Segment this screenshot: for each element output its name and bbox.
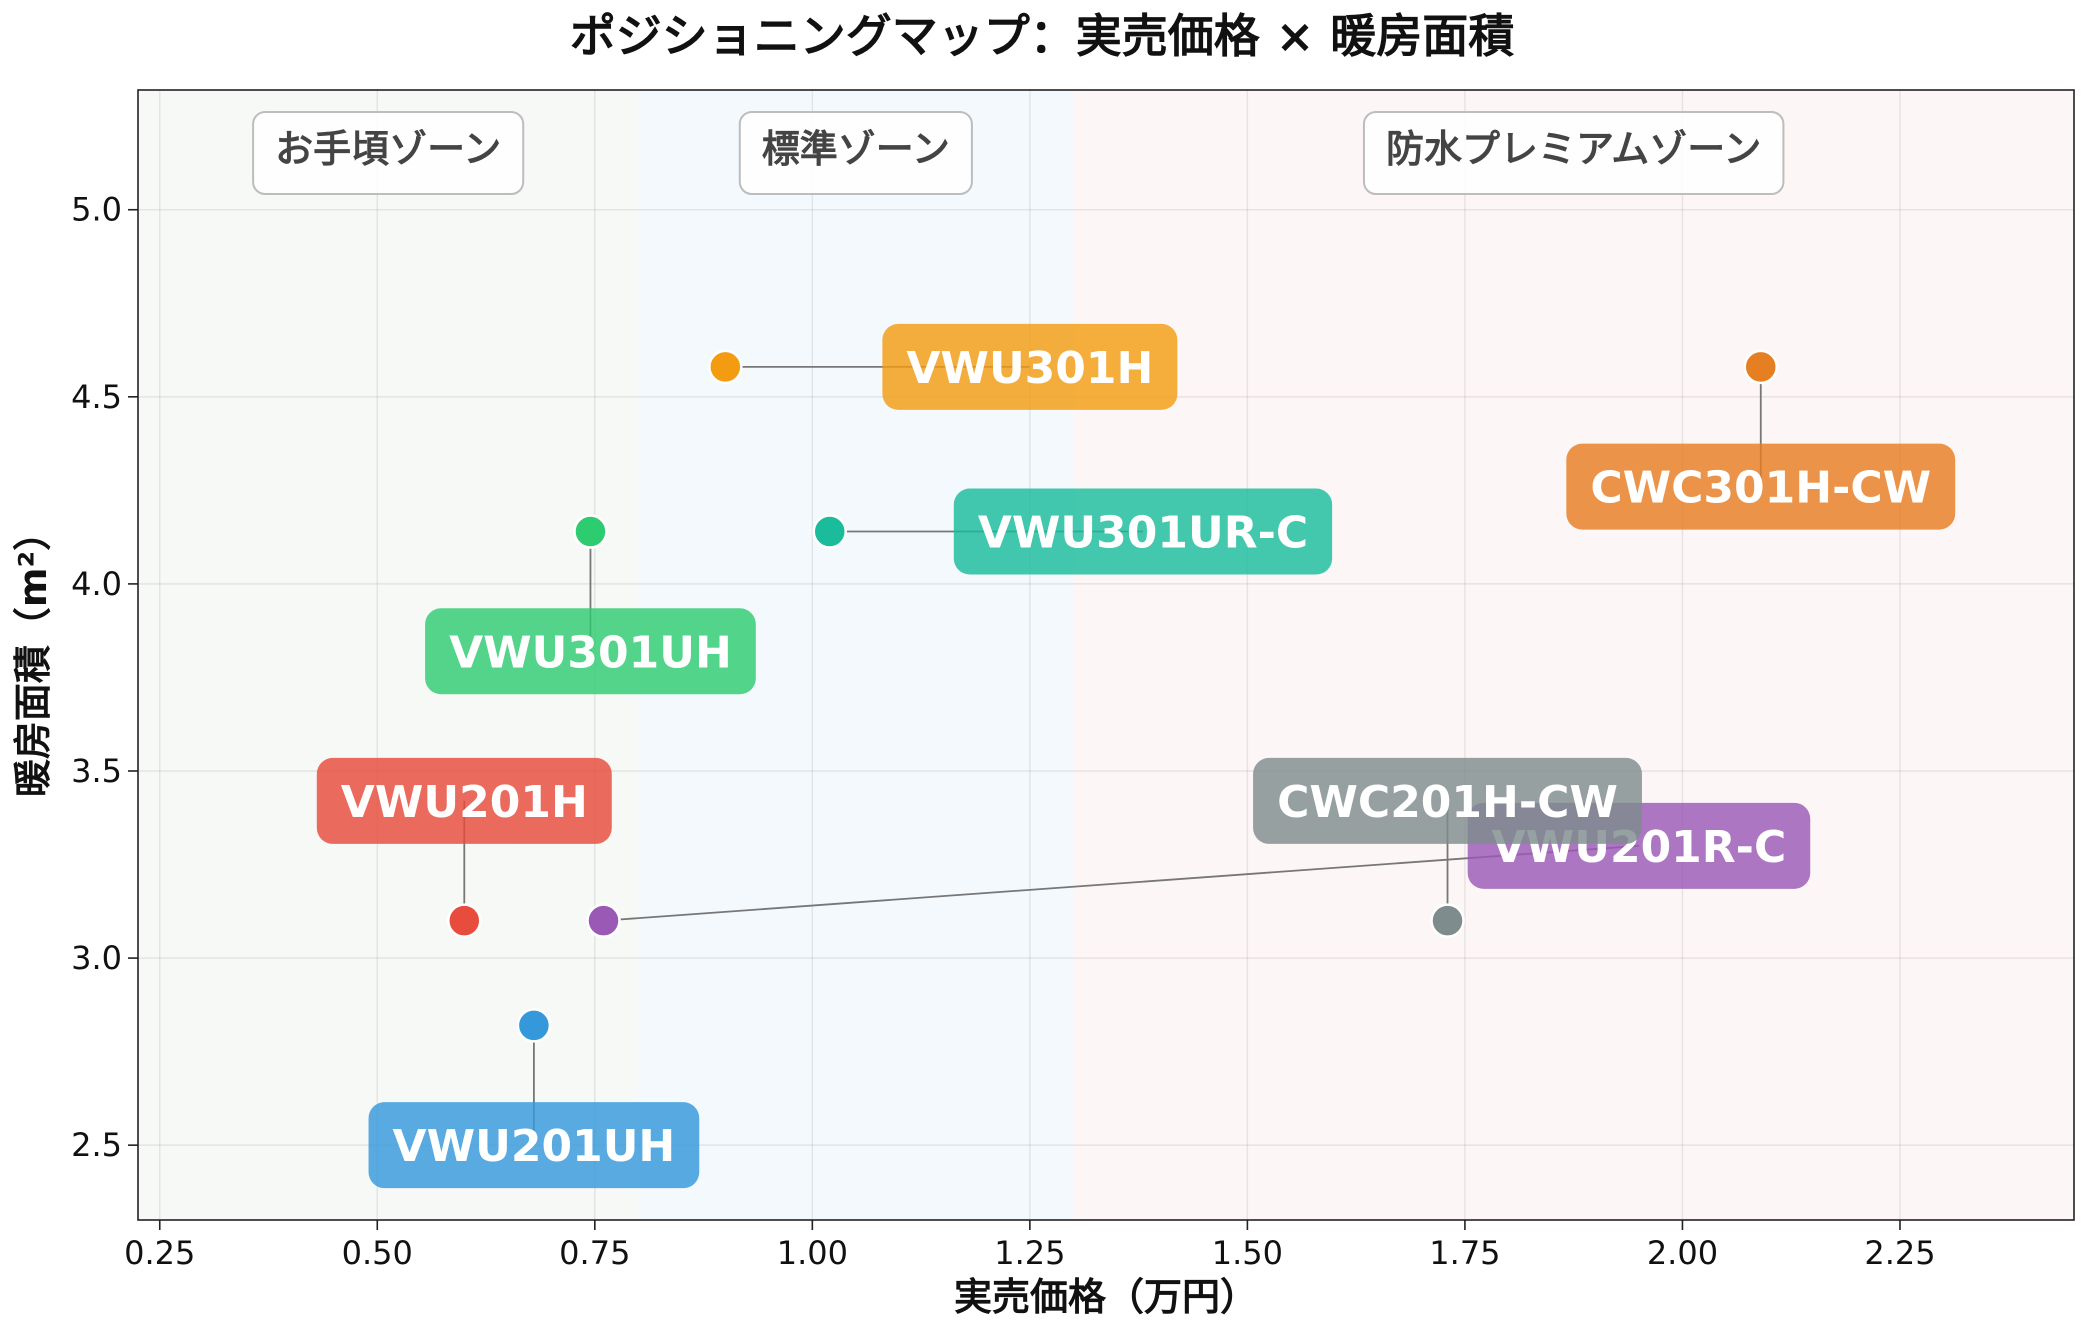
x-tick-label: 1.75	[1429, 1234, 1500, 1272]
zone-label: 標準ゾーン	[762, 127, 950, 171]
x-tick-label: 1.50	[1212, 1234, 1283, 1272]
point-labels: VWU201UHVWU201HVWU201R-CCWC201H-CWVWU301…	[316, 323, 1956, 1189]
data-point	[812, 514, 847, 549]
zone-label-box	[738, 111, 973, 195]
y-tick-label: 3.5	[71, 752, 122, 790]
point-label: VWU201UH	[393, 1121, 676, 1172]
y-tick-label: 4.5	[71, 378, 122, 416]
data-point	[1743, 349, 1779, 385]
y-tick-label: 5.0	[71, 191, 122, 229]
point-label-box	[425, 608, 756, 695]
data-point	[447, 903, 482, 938]
chart-title: ポジショニングマップ：実売価格 × 暖房面積	[570, 9, 1515, 63]
plot-frame	[137, 89, 2075, 1221]
point-label-box	[1253, 757, 1642, 844]
x-tick-label: 1.25	[994, 1234, 1065, 1272]
zone-labels: お手頃ゾーン 標準ゾーン 防水プレミアムゾーン	[252, 111, 1785, 195]
point-label: VWU201H	[341, 777, 588, 828]
point-label: CWC301H-CW	[1590, 463, 1931, 514]
leader-line	[603, 844, 1640, 922]
data-points	[447, 349, 1779, 1043]
zone-label: お手頃ゾーン	[275, 127, 501, 171]
data-point	[516, 1008, 552, 1043]
point-label-box	[368, 1102, 700, 1189]
point-label: VWU301UH	[449, 627, 732, 678]
zone-background	[1073, 90, 2074, 1220]
y-tick-label: 2.5	[71, 1126, 122, 1164]
point-label-box	[953, 488, 1333, 575]
point-label: CWC201H-CW	[1277, 777, 1618, 828]
y-tick-label: 4.0	[71, 565, 122, 603]
x-tick-label: 2.00	[1647, 1234, 1718, 1272]
x-axis-label: 実売価格（万円）	[954, 1275, 1258, 1319]
x-tick-label: 0.75	[559, 1234, 630, 1272]
point-label-box	[882, 323, 1178, 410]
point-label: VWU301UR-C	[978, 508, 1308, 559]
y-axis-ticks: 2.5 3.0 3.5 4.0 4.5 5.0	[71, 191, 138, 1164]
y-axis-label: 暖房面積（m²）	[11, 513, 55, 797]
data-point	[573, 514, 608, 549]
x-tick-label: 0.25	[124, 1234, 195, 1272]
x-tick-label: 0.50	[342, 1234, 413, 1272]
point-label: VWU301H	[906, 343, 1153, 394]
point-label-box	[316, 757, 612, 844]
data-point	[586, 903, 621, 938]
zone-label: 防水プレミアムゾーン	[1386, 127, 1761, 171]
zone-label-box	[252, 111, 525, 195]
point-label-box	[1566, 443, 1956, 530]
y-tick-label: 3.0	[71, 939, 122, 977]
x-tick-label: 2.25	[1864, 1234, 1935, 1272]
zone-backgrounds	[138, 90, 2074, 1220]
data-point	[708, 349, 743, 385]
data-point	[1430, 903, 1465, 938]
zone-label-box	[1362, 111, 1785, 195]
x-axis-ticks: 0.25 0.50 0.75 1.00 1.25 1.50 1.75 2.00 2.25	[124, 1220, 1936, 1272]
x-tick-label: 1.00	[777, 1234, 848, 1272]
